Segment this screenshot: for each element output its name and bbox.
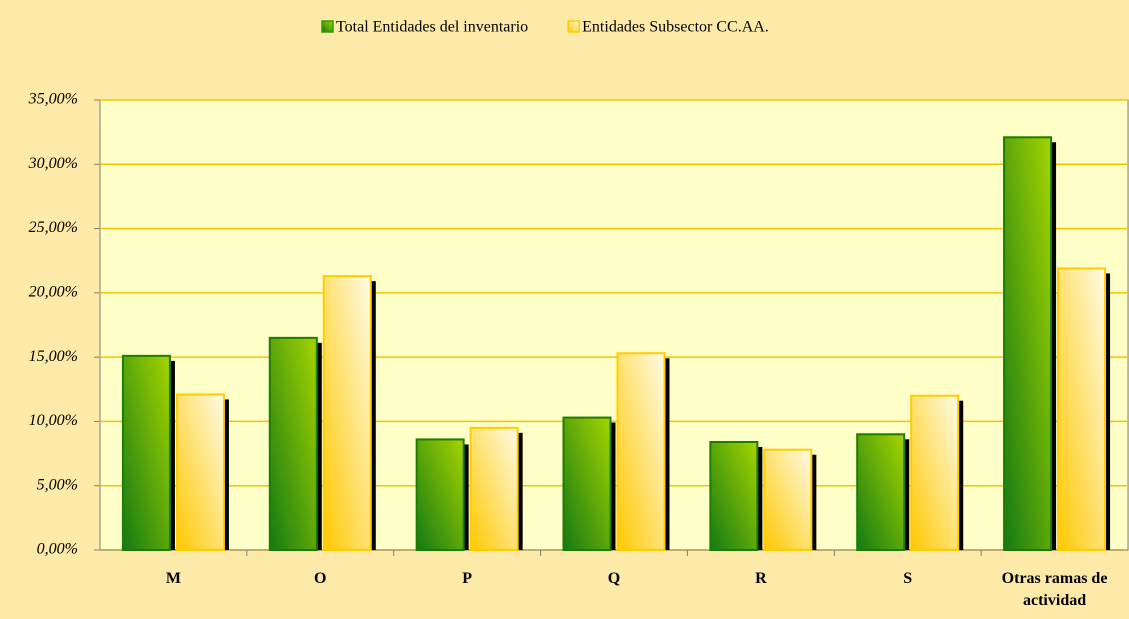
x-tick-label: S [903,570,913,587]
legend-swatch [321,20,334,33]
bar [1057,267,1107,551]
x-tick-label: Q [607,570,621,587]
bar [121,354,171,551]
x-tick-label: Otras ramas de actividad [1001,570,1108,609]
y-tick-label: 25,00% [29,219,78,236]
bar [616,352,666,551]
bar [322,275,372,551]
x-tick-label: P [462,570,473,587]
y-tick-label: 10,00% [29,412,78,429]
y-tick-label: 5,00% [37,476,78,493]
bar [175,393,225,551]
bar [910,394,960,552]
bar [469,426,519,552]
bar [856,433,906,551]
bar [268,336,318,551]
bar [562,416,612,552]
y-tick-label: 35,00% [28,91,78,108]
legend-label: Total Entidades del inventario [336,19,528,36]
legend-label: Entidades Subsector CC.AA. [582,19,769,36]
y-tick-label: 15,00% [29,348,78,365]
y-tick-label: 0,00% [37,541,78,558]
legend-swatch [567,20,580,33]
bar [415,438,465,551]
x-tick-label: M [165,570,181,587]
bar [1003,136,1053,552]
y-tick-label: 20,00% [29,284,78,301]
x-tick-label: R [755,570,767,587]
x-tick-label: O [314,570,327,587]
y-tick-label: 30,00% [28,155,78,172]
bar [763,448,813,552]
bar [709,441,759,551]
